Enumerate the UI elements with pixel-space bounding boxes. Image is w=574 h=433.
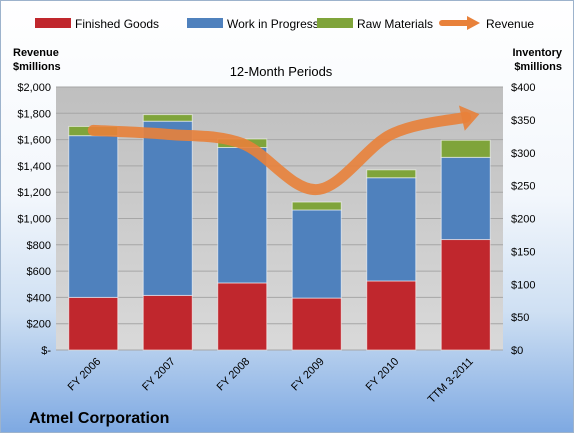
legend-label-finished-goods: Finished Goods bbox=[75, 17, 159, 31]
right-axis-title: Inventory bbox=[512, 47, 562, 59]
category-tick-label: TTM 3-2011 bbox=[426, 356, 476, 406]
left-tick-label: $200 bbox=[27, 319, 51, 331]
bar-raw-materials bbox=[142, 114, 193, 122]
right-tick-label: $200 bbox=[511, 214, 535, 226]
chart-subtitle: 12-Month Periods bbox=[230, 64, 333, 79]
bar-finished-goods bbox=[291, 297, 342, 351]
left-axis-title: $millions bbox=[13, 61, 61, 73]
category-tick-label: FY 2008 bbox=[215, 356, 253, 394]
right-tick-label: $400 bbox=[511, 82, 535, 94]
right-tick-label: $350 bbox=[511, 115, 535, 127]
right-tick-label: $50 bbox=[511, 312, 529, 324]
left-tick-label: $600 bbox=[27, 266, 51, 278]
bar-finished-goods bbox=[440, 239, 491, 351]
left-tick-label: $- bbox=[41, 345, 51, 357]
bar-work-in-progress bbox=[440, 156, 491, 241]
bar-raw-materials bbox=[440, 139, 491, 158]
legend-swatch-raw-materials bbox=[317, 18, 353, 28]
legend-arrow-revenue bbox=[467, 16, 480, 30]
legend: Finished Goods Work in Progress Raw Materi… bbox=[35, 16, 534, 31]
left-tick-label: $2,000 bbox=[17, 82, 51, 94]
bar-work-in-progress bbox=[291, 209, 342, 299]
right-tick-label: $0 bbox=[511, 345, 523, 357]
line-arrowhead bbox=[458, 105, 480, 131]
left-tick-label: $800 bbox=[27, 240, 51, 252]
bar-work-in-progress bbox=[366, 177, 417, 282]
legend-swatch-finished-goods bbox=[35, 18, 71, 28]
revenue-line bbox=[87, 105, 480, 196]
legend-label-work-in-progress: Work in Progress bbox=[227, 17, 319, 31]
company-name: Atmel Corporation bbox=[29, 410, 169, 427]
bar-work-in-progress bbox=[142, 120, 193, 296]
bar-finished-goods bbox=[142, 294, 193, 351]
bar-work-in-progress bbox=[217, 146, 268, 284]
right-tick-label: $150 bbox=[511, 246, 535, 258]
left-tick-label: $1,400 bbox=[17, 161, 51, 173]
category-tick-label: FY 2007 bbox=[140, 356, 178, 394]
right-axis-title: $millions bbox=[514, 61, 562, 73]
left-tick-label: $1,600 bbox=[17, 135, 51, 147]
left-tick-label: $400 bbox=[27, 292, 51, 304]
legend-label-raw-materials: Raw Materials bbox=[357, 17, 433, 31]
left-tick-label: $1,200 bbox=[17, 187, 51, 199]
line-revenue bbox=[87, 111, 472, 196]
right-tick-label: $100 bbox=[511, 279, 535, 291]
axis-titles: Revenue $millions Inventory $millions bbox=[13, 47, 563, 73]
bar-finished-goods bbox=[217, 282, 268, 351]
legend-swatch-work-in-progress bbox=[187, 18, 223, 28]
legend-label-revenue: Revenue bbox=[486, 17, 534, 31]
left-axis-title: Revenue bbox=[13, 47, 59, 59]
right-tick-label: $250 bbox=[511, 181, 535, 193]
right-tick-label: $300 bbox=[511, 148, 535, 160]
bar-raw-materials bbox=[291, 201, 342, 211]
bar-raw-materials bbox=[366, 169, 417, 179]
category-tick-label: FY 2006 bbox=[66, 356, 104, 394]
bars bbox=[68, 114, 491, 351]
category-tick-label: FY 2009 bbox=[289, 356, 327, 394]
category-tick-label: FY 2010 bbox=[364, 356, 402, 394]
bar-finished-goods bbox=[366, 280, 417, 351]
left-tick-label: $1,000 bbox=[17, 214, 51, 226]
left-tick-label: $1,800 bbox=[17, 108, 51, 120]
bar-work-in-progress bbox=[68, 135, 119, 298]
bar-finished-goods bbox=[68, 296, 119, 351]
